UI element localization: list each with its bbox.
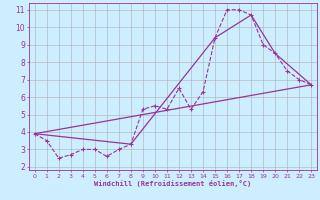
X-axis label: Windchill (Refroidissement éolien,°C): Windchill (Refroidissement éolien,°C)	[94, 180, 252, 187]
